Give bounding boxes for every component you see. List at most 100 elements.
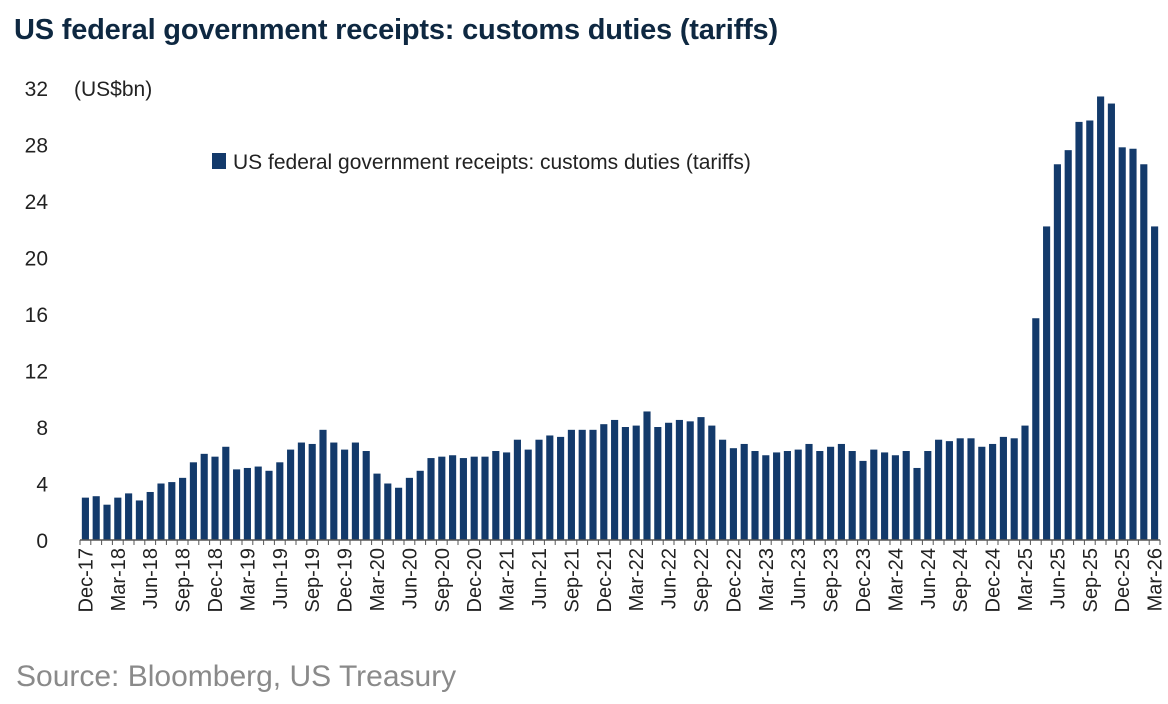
bar-Dec-20 [470,456,478,540]
bar-Apr-19 [254,466,262,540]
bar-Sep-18 [179,477,187,540]
bar-Aug-19 [297,442,305,540]
bar-Oct-19 [319,429,327,540]
x-tick-label: Jun-18 [140,548,162,609]
bar-Mar-18 [114,497,122,541]
x-tick-label: Sep-18 [173,548,195,613]
bar-Jan-19 [222,446,230,540]
x-tick-label: Jun-22 [659,548,681,609]
bar-Mar-19 [243,467,251,540]
x-tick-label: Mar-26 [1145,548,1167,611]
bar-Oct-22 [708,425,716,540]
bar-Feb-22 [621,427,629,540]
bar-Dec-21 [600,424,608,540]
bar-Sep-20 [438,456,446,540]
bar-Aug-21 [557,436,565,540]
x-tick-label: Dec-23 [853,548,875,612]
bar-Jan-21 [481,456,489,540]
bar-May-19 [265,470,273,540]
legend-swatch [212,153,226,169]
bar-Dec-22 [729,448,737,540]
bar-Jun-19 [276,462,284,540]
x-tick-label: Dec-17 [75,548,97,612]
bar-Nov-21 [589,429,597,540]
bar-Apr-18 [125,493,133,540]
y-tick-label: 12 [25,361,48,384]
bar-Oct-23 [837,443,845,540]
x-tick-label: Mar-23 [756,548,778,611]
chart-title: US federal government receipts: customs … [14,14,778,46]
bar-Jan-23 [740,443,748,540]
x-tick-label: Sep-25 [1080,548,1102,613]
bar-Nov-25 [1107,103,1115,540]
x-tick-label: Dec-22 [723,548,745,612]
bar-Aug-22 [686,421,694,540]
bar-Apr-22 [643,411,651,540]
bar-Nov-18 [200,453,208,540]
x-tick-label: Jun-19 [270,548,292,609]
bar-Mar-22 [632,425,640,540]
y-axis-unit-label: (US$bn) [74,78,152,101]
bar-Dec-17 [81,497,89,541]
bar-Jun-21 [535,439,543,540]
bar-Apr-20 [384,483,392,540]
x-tick-label: Dec-20 [464,548,486,612]
x-tick-label: Mar-24 [885,548,907,611]
bar-Sep-24 [956,438,964,540]
bar-Apr-25 [1032,318,1040,540]
bar-Jan-22 [611,419,619,540]
bar-Mar-20 [373,473,381,540]
bar-Aug-20 [427,458,435,540]
bar-Sep-19 [308,443,316,540]
bar-Sep-22 [697,417,705,540]
x-tick-label: Jun-23 [788,548,810,609]
bar-Jun-20 [405,477,413,540]
bar-Apr-24 [902,451,910,540]
bar-Oct-21 [578,429,586,540]
x-tick-label: Mar-20 [367,548,389,611]
y-tick-label: 8 [36,417,48,440]
x-tick-label: Sep-19 [302,548,324,613]
x-tick-label: Sep-20 [432,548,454,613]
bar-Mar-21 [503,452,511,540]
bar-Jun-23 [794,449,802,540]
bar-Feb-24 [881,452,889,540]
bar-May-23 [783,451,791,540]
y-tick-label: 24 [25,191,49,214]
y-tick-label: 16 [25,304,48,327]
bar-Feb-18 [103,504,111,540]
bar-Oct-20 [449,455,457,540]
x-tick-label: Mar-18 [108,548,130,611]
bar-Mar-24 [891,455,899,540]
bar-May-25 [1043,226,1051,540]
bar-Jul-21 [546,435,554,540]
bar-May-24 [913,467,921,540]
bar-Aug-18 [168,482,176,540]
bar-Jun-24 [924,451,932,540]
bar-Sep-25 [1086,120,1094,541]
bar-Sep-21 [567,429,575,540]
x-tick-label: Dec-18 [205,548,227,612]
bar-Feb-25 [1010,438,1018,540]
bar-Feb-26 [1140,164,1148,540]
bar-Mar-23 [762,455,770,540]
bar-Oct-18 [189,462,197,540]
x-tick-label: Mar-19 [237,548,259,611]
bar-Feb-21 [492,451,500,540]
x-tick-label: Mar-25 [1015,548,1037,611]
y-tick-label: 28 [25,135,48,158]
bar-Apr-21 [513,439,521,540]
bar-Dec-19 [341,449,349,540]
x-tick-label: Sep-22 [691,548,713,613]
bar-May-20 [395,487,403,540]
bar-Jan-26 [1129,148,1137,541]
bar-Jul-23 [805,443,813,540]
bar-Nov-20 [459,458,467,540]
bar-Mar-25 [1021,425,1029,540]
x-axis: Dec-17 Mar-18 Jun-18 Sep-18 Dec-18 Mar-19 Jun-… [75,540,1167,613]
x-tick-label: Jun-21 [529,548,551,609]
y-tick-label: 32 [25,78,48,101]
bar-May-18 [135,500,143,540]
bar-Feb-20 [362,451,370,540]
bar-Aug-25 [1075,121,1083,541]
